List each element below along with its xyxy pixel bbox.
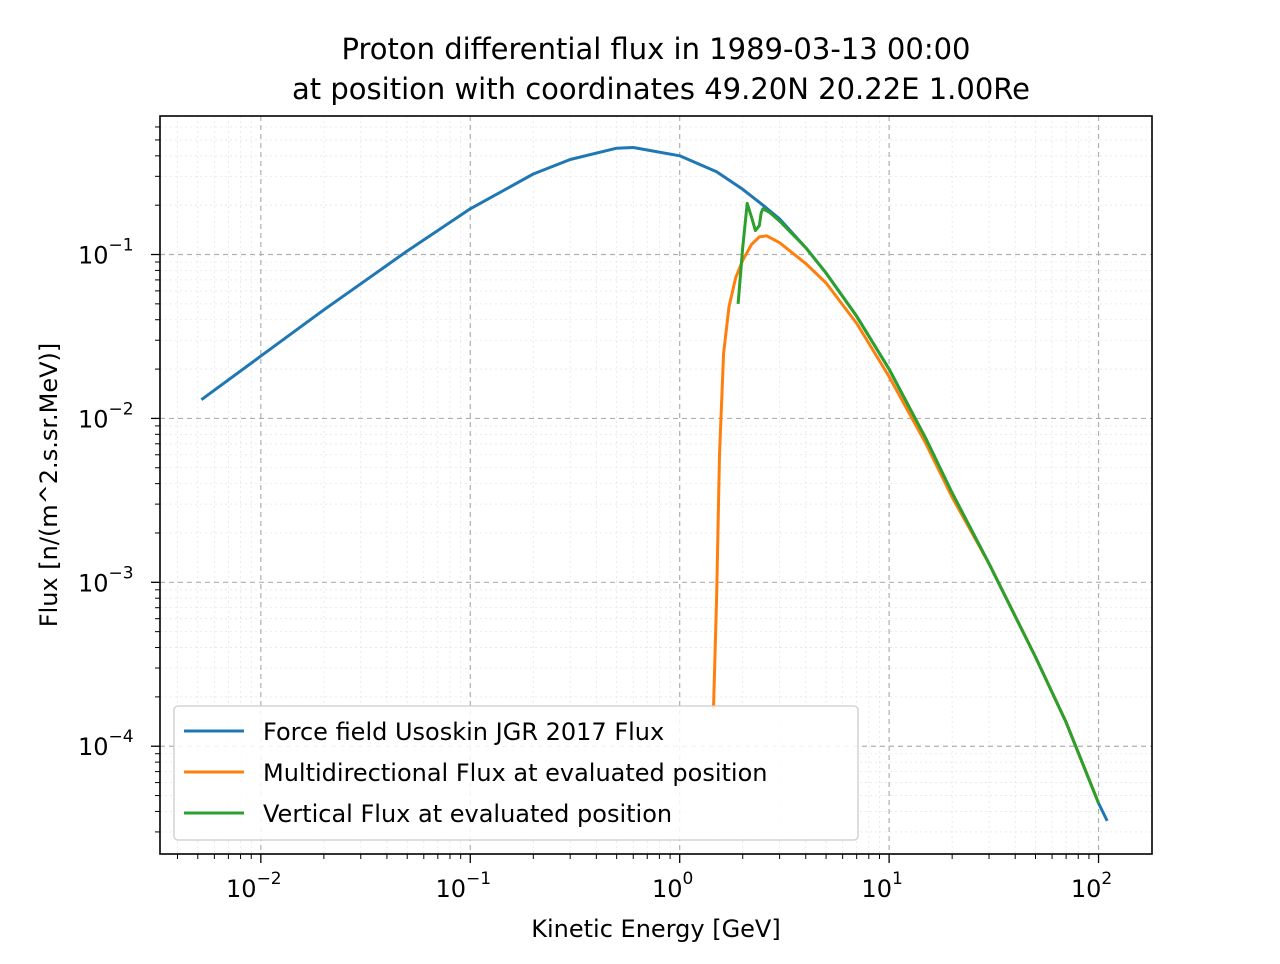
legend-label-3: Vertical Flux at evaluated position [263,800,672,828]
x-tick-label: 10−1 [435,869,491,903]
x-tick-label-exponent: 2 [1101,869,1112,889]
y-tick-label-exponent: −1 [109,236,134,256]
y-tick-label-exponent: −3 [109,563,134,583]
y-tick-label-exponent: −4 [109,727,134,747]
y-tick-label: 10−2 [78,399,134,433]
x-tick-label: 100 [652,869,693,903]
x-tick-label-exponent: 0 [683,869,694,889]
legend-label-2: Multidirectional Flux at evaluated posit… [263,759,767,787]
series-layer [200,146,1109,822]
x-tick-label: 102 [1071,869,1112,903]
y-tick-label: 10−1 [78,236,134,270]
y-tick-label: 10−3 [78,563,134,597]
x-tick-label: 101 [861,869,902,903]
x-tick-label-exponent: −2 [257,869,282,889]
x-tick-label: 10−2 [226,869,282,903]
legend: Force field Usoskin JGR 2017 Flux Multidi… [173,705,859,841]
y-axis-label: Flux [n/(m^2.s.sr.MeV)] [35,343,63,627]
x-tick-label-exponent: 1 [892,869,903,889]
series-line-3 [736,201,1100,804]
x-axis-label: Kinetic Energy [GeV] [531,915,780,943]
legend-label-1: Force field Usoskin JGR 2017 Flux [263,718,664,746]
chart-title: Proton differential flux in 1989-03-13 0… [342,32,971,66]
chart-subtitle: at position with coordinates 49.20N 20.2… [292,72,1030,106]
plot-area-frame [159,115,1153,855]
y-tick-label: 10−4 [78,727,134,761]
x-tick-label-exponent: −1 [466,869,491,889]
y-tick-label-exponent: −2 [109,399,134,419]
legend-box [173,705,859,841]
